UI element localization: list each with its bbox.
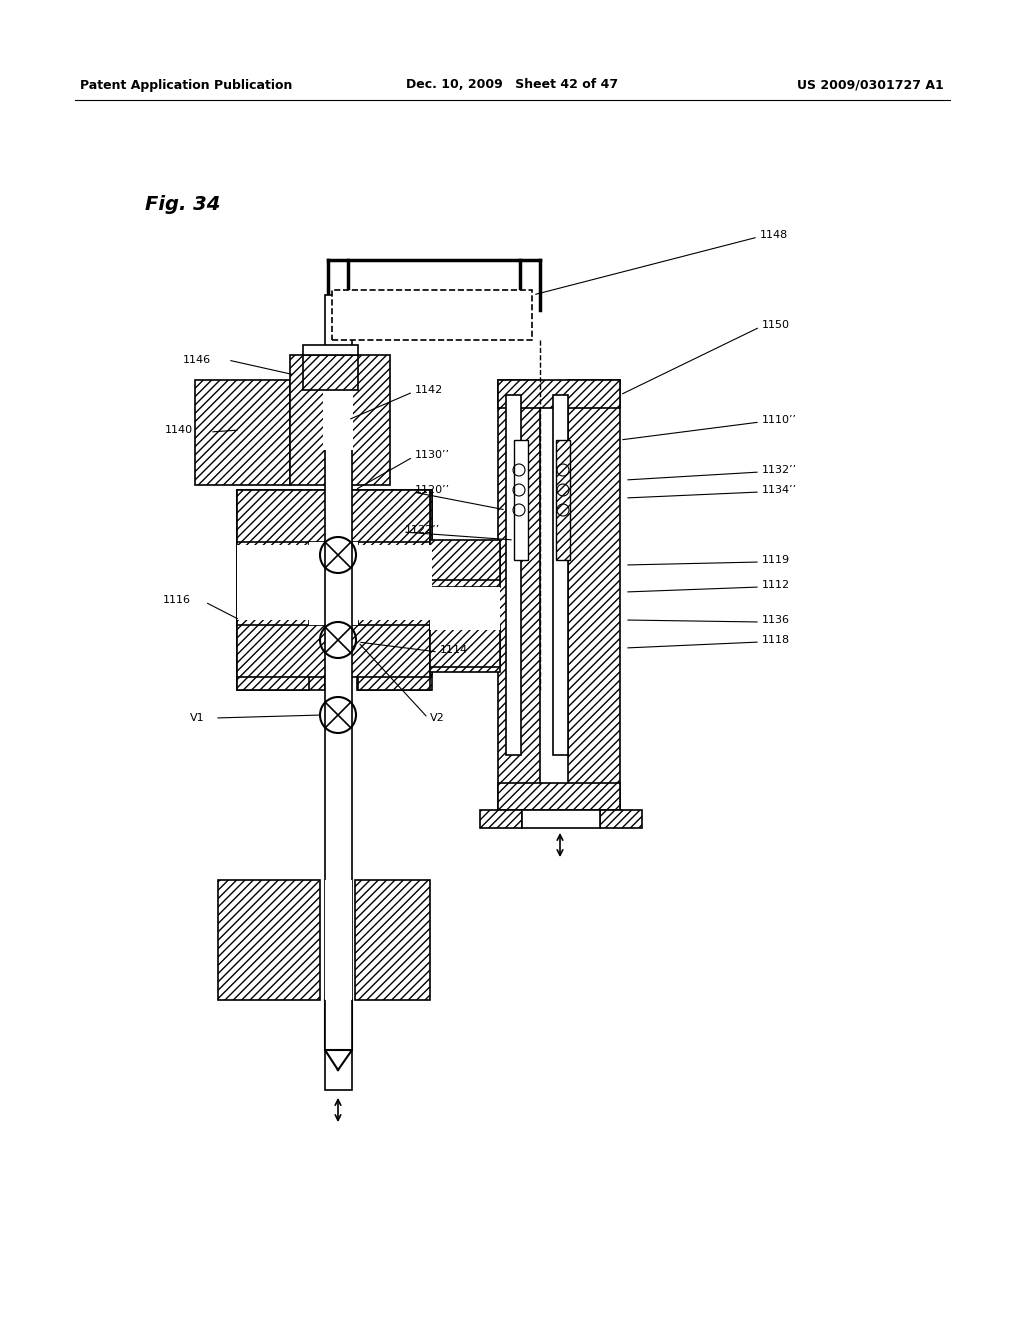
Bar [325, 880, 352, 1001]
Bar [237, 490, 430, 543]
Bar [498, 380, 620, 408]
Bar [514, 440, 528, 560]
Bar [237, 545, 325, 620]
Text: Patent Application Publication: Patent Application Publication [80, 78, 293, 91]
Bar [195, 380, 290, 484]
Bar [568, 380, 620, 810]
Bar [352, 545, 432, 620]
Bar [309, 543, 358, 624]
Text: 1132’’: 1132’’ [762, 465, 797, 475]
Text: 1142: 1142 [415, 385, 443, 395]
Bar [323, 375, 353, 450]
Bar [355, 880, 430, 1001]
Text: V1: V1 [190, 713, 205, 723]
Bar [430, 624, 500, 667]
Bar [430, 587, 500, 630]
Bar [237, 490, 325, 690]
Bar [430, 630, 500, 672]
Bar [498, 783, 620, 810]
Bar [430, 540, 500, 579]
Bar [303, 345, 358, 355]
Bar [553, 395, 568, 755]
Text: 1122’’: 1122’’ [406, 525, 440, 535]
Text: 1110’’: 1110’’ [762, 414, 797, 425]
Bar [218, 880, 319, 1001]
Bar [290, 355, 390, 484]
Bar [237, 490, 432, 545]
Text: Fig. 34: Fig. 34 [145, 195, 220, 214]
Bar [498, 380, 540, 810]
Bar [480, 810, 522, 828]
Text: 1148: 1148 [760, 230, 788, 240]
Text: 1140: 1140 [165, 425, 194, 436]
Bar [325, 294, 352, 1090]
Text: 1136: 1136 [762, 615, 790, 624]
Text: 1134’’: 1134’’ [762, 484, 797, 495]
Bar [430, 545, 500, 587]
Text: 1119: 1119 [762, 554, 791, 565]
Text: V2: V2 [430, 713, 444, 723]
Bar [522, 810, 600, 828]
Text: 1112: 1112 [762, 579, 791, 590]
Text: 1150: 1150 [762, 319, 790, 330]
Text: 1130’’: 1130’’ [415, 450, 450, 459]
Text: 1120’’: 1120’’ [415, 484, 451, 495]
Text: 1114: 1114 [440, 645, 468, 655]
Text: Dec. 10, 2009 Sheet 42 of 47: Dec. 10, 2009 Sheet 42 of 47 [406, 78, 618, 91]
Text: 1116: 1116 [163, 595, 191, 605]
Bar [237, 490, 309, 690]
Bar [556, 440, 570, 560]
Bar [332, 290, 532, 341]
Bar [237, 624, 430, 677]
Bar [506, 395, 521, 755]
Text: 1118: 1118 [762, 635, 791, 645]
Text: US 2009/0301727 A1: US 2009/0301727 A1 [798, 78, 944, 91]
Text: 1146: 1146 [183, 355, 211, 366]
Bar [600, 810, 642, 828]
Bar [358, 490, 430, 690]
Bar [237, 620, 432, 675]
Bar [303, 355, 358, 389]
Bar [357, 490, 432, 690]
